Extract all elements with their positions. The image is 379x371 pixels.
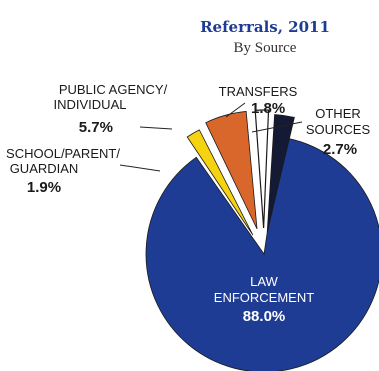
label-school-line1: SCHOOL/PARENT/ bbox=[6, 146, 120, 161]
leader-line-public-agency bbox=[139, 126, 173, 130]
label-school-line2: GUARDIAN bbox=[10, 161, 79, 176]
label-law-line1: LAW bbox=[250, 274, 278, 289]
label-transfers-line1: TRANSFERS bbox=[219, 84, 298, 99]
chart-title: Referrals, 2011 bbox=[200, 18, 330, 36]
label-law-line2: ENFORCEMENT bbox=[214, 290, 314, 305]
pie-slices bbox=[145, 109, 379, 371]
label-transfers-value: 1.8% bbox=[251, 100, 285, 117]
slice-other-sources bbox=[266, 114, 295, 233]
label-other-line2: SOURCES bbox=[306, 122, 371, 137]
label-public-agency-line1: PUBLIC AGENCY/ bbox=[59, 82, 168, 97]
slice-transfers bbox=[254, 109, 270, 229]
leader-line-other bbox=[251, 121, 303, 133]
label-law-value: 88.0% bbox=[243, 308, 286, 325]
label-school-value: 1.9% bbox=[27, 179, 61, 196]
label-other-line1: OTHER bbox=[315, 106, 361, 121]
label-public-agency-line2: INDIVIDUAL bbox=[54, 97, 127, 112]
slice-school-parent-guardian bbox=[186, 129, 254, 236]
chart-subtitle: By Source bbox=[234, 40, 297, 56]
leader-line-transfers bbox=[225, 102, 246, 118]
label-public-agency-value: 5.7% bbox=[79, 119, 113, 136]
slice-public-agency-individual bbox=[205, 111, 258, 230]
leader-line-school bbox=[119, 164, 161, 172]
label-other-value: 2.7% bbox=[323, 141, 357, 158]
slice-law-enforcement bbox=[145, 136, 379, 371]
